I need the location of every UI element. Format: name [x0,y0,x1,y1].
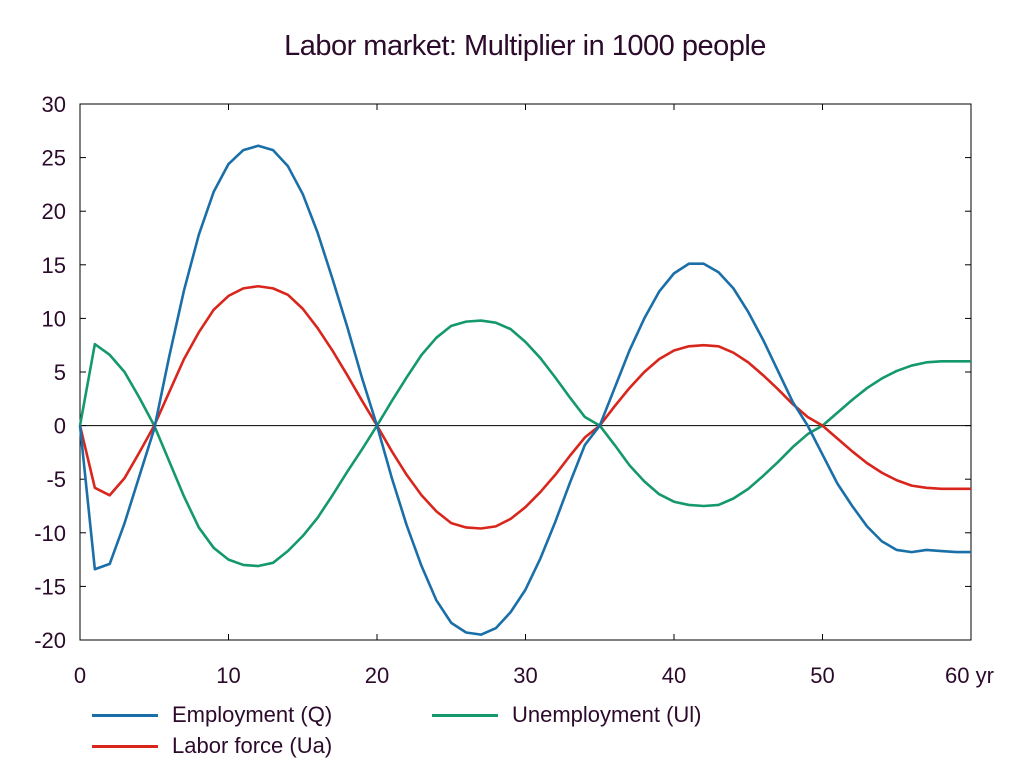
legend-label-labor-force: Labor force (Ua) [172,733,333,758]
legend-item-unemployment: Unemployment (Ul) [432,702,702,728]
x-axis-tick-labels: 0 10 20 30 40 50 60 yr [74,663,994,688]
x-tick-label: 50 [810,663,834,688]
y-tick-label: -5 [46,467,66,492]
legend: Employment (Q) Unemployment (Ul) Labor f… [92,702,992,772]
plot-frame [79,103,972,641]
series-line-employment-q [78,144,971,636]
y-tick-label: 20 [42,199,66,224]
legend-swatch-unemployment [432,713,498,717]
y-tick-label: -10 [34,521,66,546]
x-tick-label: 30 [513,663,537,688]
legend-item-labor-force: Labor force (Ua) [92,733,332,759]
chart-title: Labor market: Multiplier in 1000 people [284,30,766,62]
y-tick-label: 0 [54,414,66,439]
x-tick-label: 10 [216,663,240,688]
series-line-labor-force-ua [78,284,971,530]
legend-label-employment: Employment (Q) [172,702,333,727]
y-tick-label: 30 [42,92,66,117]
y-axis-tick-labels: -20 -15 -10 -5 0 5 10 15 20 25 30 [34,92,66,653]
y-tick-label: 5 [54,360,66,385]
y-tick-label: -15 [34,574,66,599]
y-tick-label: 10 [42,306,66,331]
legend-swatch-labor-force [92,744,158,748]
legend-swatch-employment [92,713,158,717]
y-tick-label: 25 [42,146,66,171]
series-line-unemployment-ul [78,319,971,568]
y-tick-label: 15 [42,253,66,278]
legend-label-unemployment: Unemployment (Ul) [512,702,702,727]
legend-item-employment: Employment (Q) [92,702,332,728]
axis-ticks [79,103,972,641]
x-tick-label: 0 [74,663,86,688]
series-layer [78,144,971,636]
x-tick-label: 20 [365,663,389,688]
x-tick-label: 40 [662,663,686,688]
line-chart: -20 -15 -10 -5 0 5 10 15 20 25 30 0 10 20 30 40 50 60 yr [34,92,994,688]
y-tick-label: -20 [34,628,66,653]
x-tick-label: 60 yr [945,663,994,688]
